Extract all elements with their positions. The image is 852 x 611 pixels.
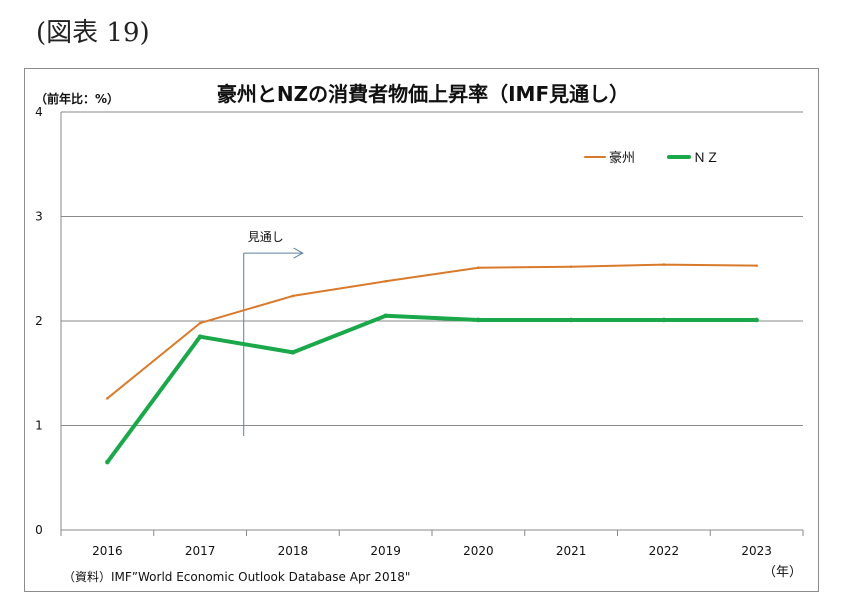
data-point-0-2022 — [662, 263, 666, 266]
series-layer — [105, 263, 759, 465]
grid-layer — [61, 111, 803, 426]
data-point-1-2023 — [754, 317, 759, 323]
data-point-1-2017 — [197, 334, 203, 339]
y-tick-label-1: 1 — [35, 419, 43, 433]
x-tick-label-2019: 2019 — [370, 544, 401, 558]
data-point-0-2021 — [569, 265, 573, 268]
data-point-0-2018 — [291, 294, 295, 298]
line-chart: 豪州とNZの消費者物価上昇率（IMF見通し） （前年比：%） 0 1 2 3 4 2016… — [35, 82, 804, 584]
series-line-1 — [105, 313, 759, 465]
x-tick-label-2018: 2018 — [278, 544, 309, 558]
legend-label-0: 豪州 — [609, 150, 635, 166]
x-tick-label-2022: 2022 — [649, 544, 680, 558]
y-axis-label: （前年比：%） — [35, 91, 119, 106]
data-point-1-2020 — [476, 317, 481, 323]
forecast-annotation-label: 見通し — [248, 230, 284, 244]
x-tick-label-2021: 2021 — [556, 544, 587, 558]
y-tick-label-3: 3 — [35, 210, 43, 224]
y-tick-label-0: 0 — [35, 523, 43, 537]
forecast-arrow-head — [293, 247, 304, 259]
data-point-0-2020 — [477, 266, 480, 270]
source-note: （資料）IMF”World Economic Outlook Database … — [63, 570, 410, 584]
data-point-1-2018 — [290, 350, 296, 355]
figure-label: (図表 19) — [36, 18, 150, 48]
data-point-1-2022 — [661, 317, 667, 323]
x-axis-label: （年） — [763, 565, 802, 580]
chart-title: 豪州とNZの消費者物価上昇率（IMF見通し） — [217, 82, 629, 106]
annotation-layer: 見通し — [243, 230, 304, 436]
series-line-0 — [106, 263, 758, 400]
x-tick-label-2017: 2017 — [185, 544, 216, 558]
legend: 豪州 ＮＺ — [584, 150, 719, 166]
data-point-0-2023 — [755, 264, 758, 267]
x-tick-label-2023: 2023 — [741, 544, 772, 558]
x-tick-label-2016: 2016 — [92, 544, 123, 558]
legend-label-1: ＮＺ — [693, 151, 719, 166]
data-point-0-2017 — [198, 321, 202, 325]
chart-frame: 豪州とNZの消費者物価上昇率（IMF見通し） （前年比：%） 0 1 2 3 4 2016… — [24, 68, 819, 592]
data-point-0-2019 — [384, 279, 387, 283]
data-point-0-2016 — [106, 397, 109, 400]
axis-layer: 0 1 2 3 4 2016 2017 2018 2019 2020 2021 2022 2023 — [35, 105, 804, 558]
x-tick-label-2020: 2020 — [463, 544, 494, 558]
y-tick-label-4: 4 — [35, 105, 43, 119]
data-point-1-2019 — [383, 313, 388, 319]
data-point-1-2021 — [568, 317, 574, 323]
y-tick-label-2: 2 — [35, 314, 43, 328]
data-point-1-2016 — [105, 459, 110, 465]
